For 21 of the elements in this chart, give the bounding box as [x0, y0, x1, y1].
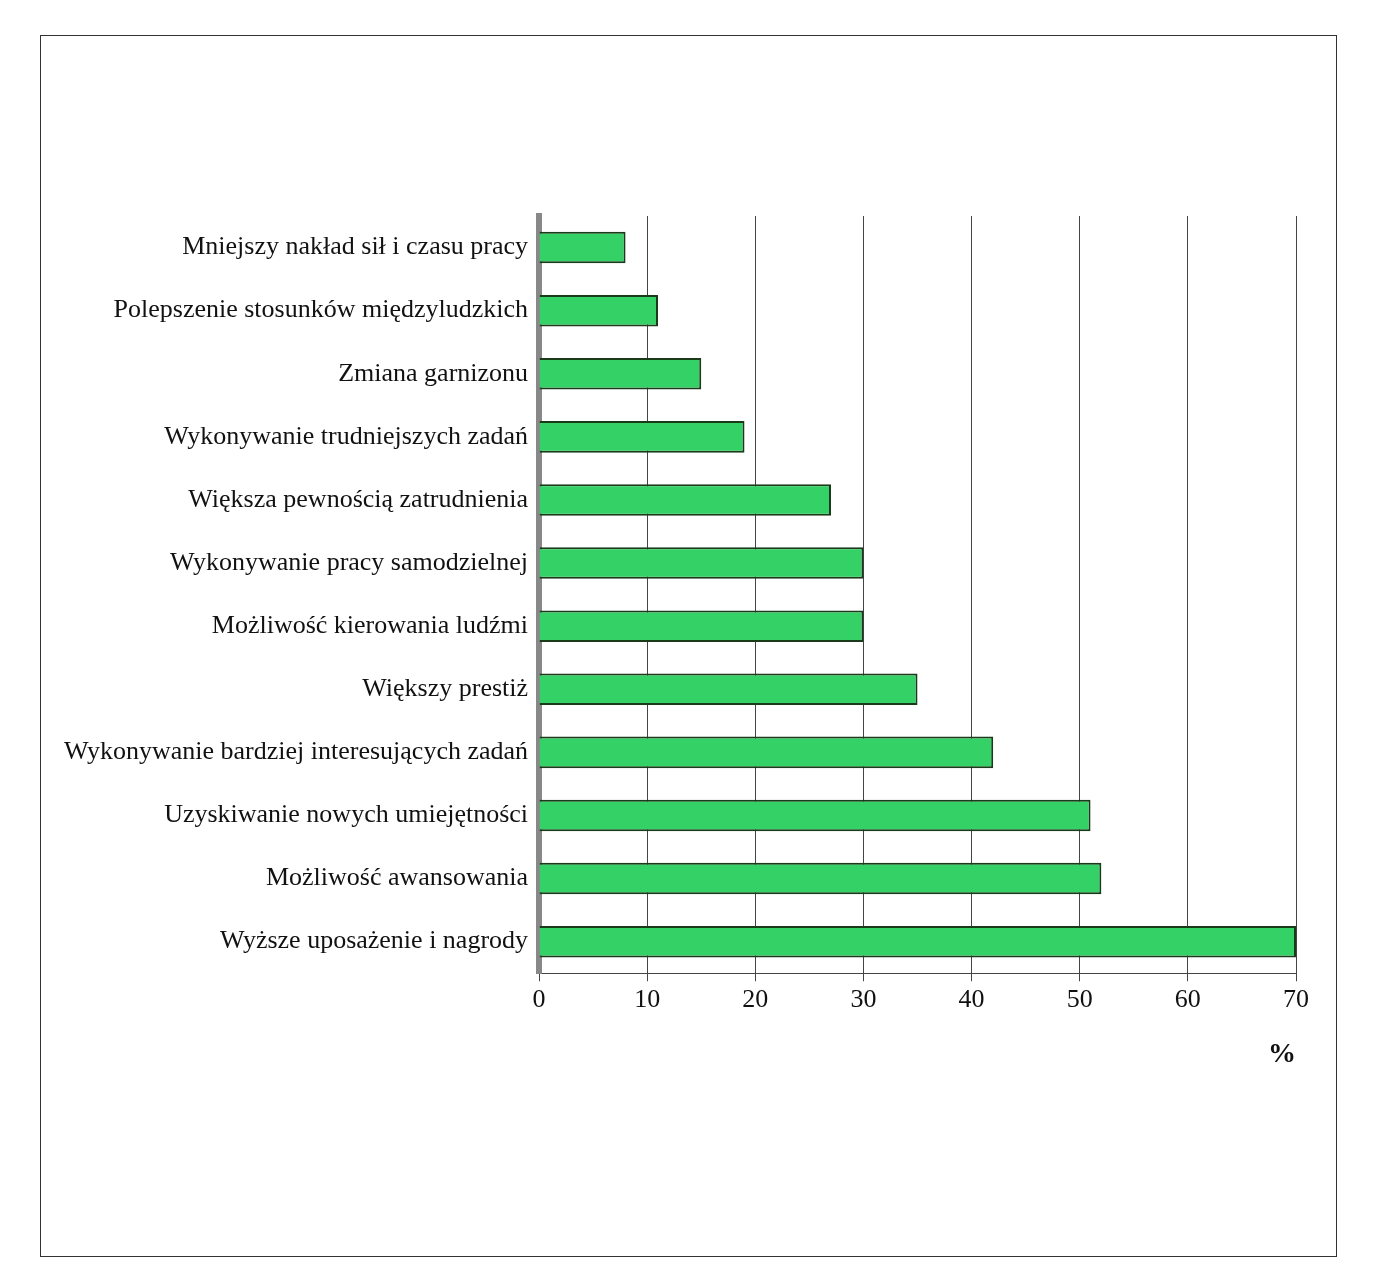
x-axis-title: % [1268, 1037, 1296, 1069]
x-tick-label: 20 [742, 983, 769, 1013]
y-tick-label: Większa pewnością zatrudnienia [188, 483, 529, 513]
y-tick-label: Wykonywanie pracy samodzielnej [170, 546, 529, 576]
x-tick-label: 70 [1283, 983, 1309, 1013]
x-tick-label: 0 [532, 983, 546, 1013]
y-tick-label: Zmiana garnizonu [338, 357, 529, 387]
x-tick-label: 40 [958, 983, 985, 1013]
x-tick-label: 50 [1066, 983, 1093, 1013]
y-tick-label: Możliwość kierowania ludźmi [211, 609, 529, 639]
y-tick-label: Uzyskiwanie nowych umiejętności [164, 799, 529, 829]
y-tick-label: Większy prestiż [362, 673, 529, 703]
x-tick-label: 10 [634, 983, 661, 1013]
y-tick-label: Mniejszy nakład sił i czasu pracy [182, 231, 529, 261]
y-tick-label: Wykonywanie bardziej interesujących zadań [63, 736, 529, 766]
y-tick-label: Polepszenie stosunków międzyludzkich [113, 294, 529, 324]
y-tick-label: Możliwość awansowania [265, 862, 529, 892]
x-tick-label: 30 [850, 983, 877, 1013]
y-tick-label: Wyższe uposażenie i nagrody [219, 925, 529, 955]
y-tick-label: Wykonywanie trudniejszych zadań [164, 420, 529, 450]
x-tick-label: 60 [1174, 983, 1201, 1013]
